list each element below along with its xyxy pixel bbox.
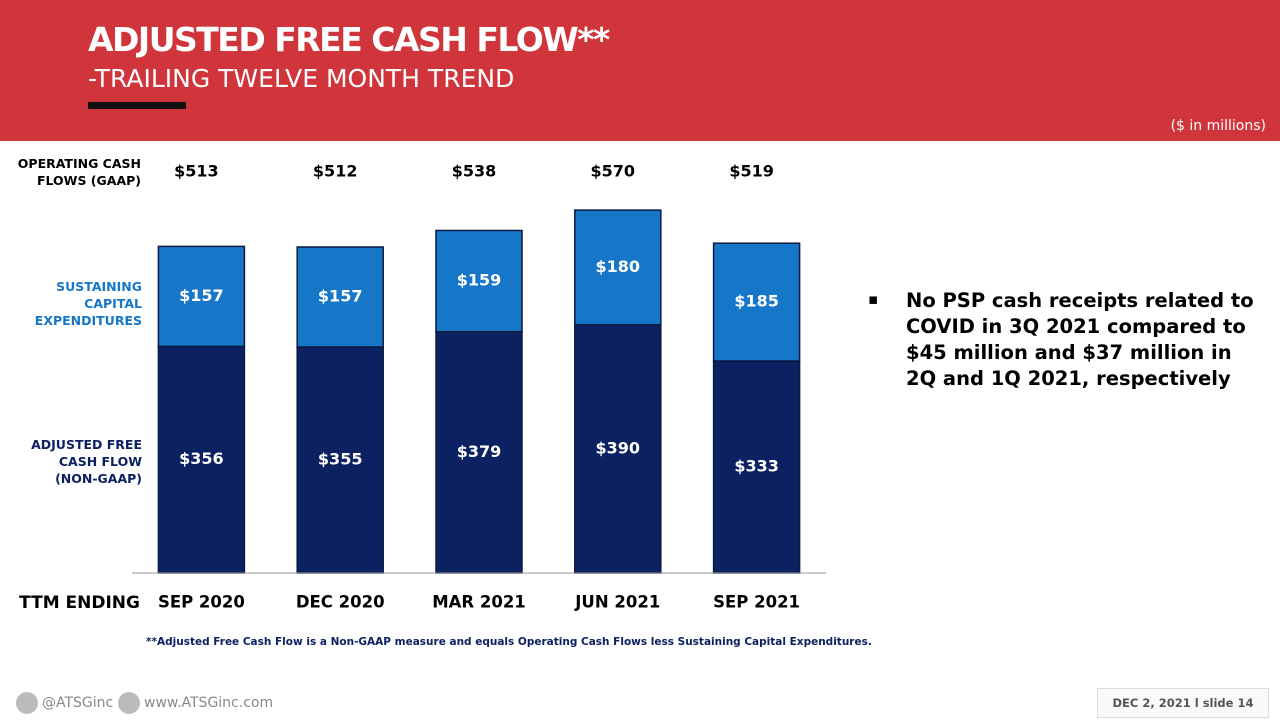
ocf-value: $513 [174,162,219,181]
data-label: $157 [318,287,363,306]
x-tick-label: JUN 2021 [574,593,660,612]
units-note: ($ in millions) [1170,118,1266,134]
bar-segment [296,346,384,574]
bullet-text: No PSP cash receipts related to COVID in… [906,289,1254,390]
x-tick-label: MAR 2021 [432,593,526,612]
x-tick-label: DEC 2020 [296,593,385,612]
bar-segment [574,323,662,574]
legend-entry: ADJUSTED FREE CASH FLOW (NON-GAAP) [31,437,142,486]
ocf-value: $538 [452,162,497,181]
underline [88,102,186,109]
data-label: $355 [318,449,363,468]
bar-segment [435,229,523,333]
header-band [0,0,1280,141]
data-label: $333 [734,456,779,475]
x-tick-label: SEP 2021 [713,593,800,612]
data-label: $390 [596,438,641,457]
x-axis-label: TTM ENDING [19,593,140,613]
bar-segment [574,209,662,326]
data-label: $157 [179,286,224,305]
bar-segment [157,245,246,348]
bar-segment [712,360,801,574]
bar-segment [296,246,384,348]
data-label: $159 [457,271,502,290]
bar-segment [435,330,523,574]
ocf-value: $512 [313,162,358,181]
twitter-icon [16,692,38,714]
x-tick-label: SEP 2020 [158,593,245,612]
bullet-marker: ▪ [868,290,879,308]
web-icon [118,692,140,714]
footnote: **Adjusted Free Cash Flow is a Non-GAAP … [146,636,872,648]
data-label: $185 [734,292,779,311]
bar-segment [712,242,801,362]
ocf-value: $570 [591,162,636,181]
subtitle: -TRAILING TWELVE MONTH TREND [88,64,515,93]
data-label: $379 [457,442,502,461]
website: www.ATSGinc.com [144,695,274,711]
legend-entry: SUSTAINING CAPITAL EXPENDITURES [34,279,142,328]
data-label: $180 [596,257,641,276]
ocf-value: $519 [729,162,774,181]
ocf-label: OPERATING CASH FLOWS (GAAP) [17,156,141,188]
title: ADJUSTED FREE CASH FLOW** [88,20,610,59]
twitter: @ATSGinc [42,695,114,711]
slide-number: DEC 2, 2021 l slide 14 [1097,688,1269,718]
data-label: $356 [179,449,224,468]
